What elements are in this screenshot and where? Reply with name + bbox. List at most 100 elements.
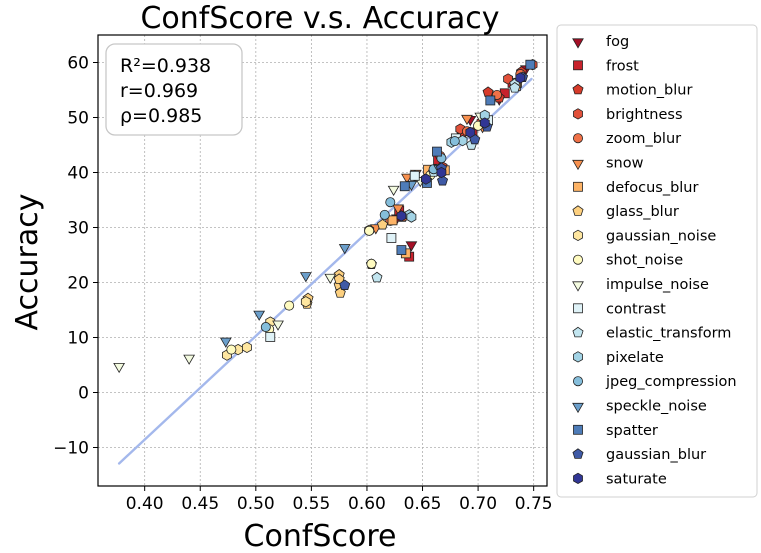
point-spatter xyxy=(399,181,410,192)
point-gaussian_blur xyxy=(339,279,351,290)
point-impulse_noise xyxy=(183,354,196,365)
point-shot_noise xyxy=(364,225,375,236)
x-tick-label: 0.55 xyxy=(292,494,330,514)
y-tick-label: 10 xyxy=(67,329,89,349)
point-spatter xyxy=(396,245,407,255)
point-saturate xyxy=(515,72,526,84)
point-jpeg_compression xyxy=(260,322,271,333)
y-axis-title: Accuracy xyxy=(10,194,45,331)
legend-marker-contrast xyxy=(573,303,583,314)
legend-marker-pixelate xyxy=(573,351,583,363)
x-tick-label: 0.45 xyxy=(181,494,219,514)
y-tick-label: 20 xyxy=(67,274,89,294)
point-spatter xyxy=(432,146,442,157)
legend-marker-glass_blur xyxy=(572,205,584,216)
point-snow xyxy=(461,114,473,126)
point-saturate xyxy=(436,166,447,179)
point-gaussian_blur xyxy=(437,174,449,186)
axis-ticks: 0.40 0.45 0.50 0.55 0.60 0.65 0.70 0.75 −10 0 10 20… xyxy=(53,54,552,515)
point-elastic_transform xyxy=(509,82,521,93)
point-glass_blur xyxy=(376,218,389,230)
legend-label-gaussian_blur: gaussian_blur xyxy=(606,447,706,463)
legend-label-motion_blur: motion_blur xyxy=(606,83,692,99)
legend-marker-motion_blur xyxy=(572,83,584,95)
point-motion_blur xyxy=(482,86,494,97)
point-contrast xyxy=(265,332,276,342)
legend-marker-spatter xyxy=(573,424,583,435)
point-contrast xyxy=(386,233,397,243)
legend-marker-fog xyxy=(572,38,584,49)
point-saturate xyxy=(396,210,407,222)
point-fog xyxy=(405,241,418,252)
stats-annotation-box xyxy=(105,43,243,136)
stats-r-squared: R²=0.938 xyxy=(120,55,211,77)
x-tick-label: 0.40 xyxy=(126,494,164,514)
point-saturate xyxy=(479,117,490,129)
legend-marker-gaussian_blur xyxy=(572,448,584,459)
x-tick-label: 0.60 xyxy=(348,494,386,514)
legend-marker-speckle_noise xyxy=(572,402,584,414)
point-contrast xyxy=(409,170,420,181)
stats-pearson-r: r=0.969 xyxy=(120,80,198,102)
x-axis-title: ConfScore xyxy=(244,519,397,553)
legend-label-elastic_transform: elastic_transform xyxy=(606,326,731,342)
point-impulse_noise xyxy=(113,362,126,374)
legend-label-glass_blur: glass_blur xyxy=(606,204,679,220)
legend-label-brightness: brightness xyxy=(606,107,683,123)
legend-label-zoom_blur: zoom_blur xyxy=(606,131,681,147)
legend-label-contrast: contrast xyxy=(606,301,666,317)
legend-marker-zoom_blur xyxy=(573,133,584,144)
y-tick-label: 0 xyxy=(78,384,89,404)
point-speckle_noise xyxy=(253,310,266,321)
stats-spearman-rho: ρ=0.985 xyxy=(120,105,202,127)
point-spatter xyxy=(485,95,496,106)
legend-label-pixelate: pixelate xyxy=(606,350,664,366)
point-impulse_noise xyxy=(272,320,284,331)
plot-area-frame xyxy=(97,34,548,487)
point-glass_blur xyxy=(334,287,346,298)
legend-label-spatter: spatter xyxy=(606,423,658,439)
point-snow xyxy=(401,173,413,184)
point-shot_noise xyxy=(366,258,377,269)
point-speckle_noise xyxy=(219,337,232,348)
legend: fog frost motion_blur brightness zoom_blursn… xyxy=(556,24,758,498)
legend-marker-shot_noise xyxy=(573,254,584,265)
point-shot_noise xyxy=(284,300,295,311)
point-defocus_blur xyxy=(387,215,398,226)
legend-label-snow: snow xyxy=(606,156,644,172)
x-tick-label: 0.70 xyxy=(459,494,497,514)
legend-label-gaussian_noise: gaussian_noise xyxy=(606,228,716,244)
legend-marker-frost xyxy=(573,60,583,71)
legend-frame xyxy=(556,24,758,498)
chart-title: ConfScore v.s. Accuracy xyxy=(140,1,499,36)
legend-marker-snow xyxy=(572,159,584,171)
x-tick-label: 0.65 xyxy=(404,494,442,514)
y-tick-label: 30 xyxy=(67,219,89,239)
legend-marker-gaussian_noise xyxy=(573,229,583,242)
point-pixelate xyxy=(406,211,417,223)
legend-label-fog: fog xyxy=(606,34,629,50)
point-snow xyxy=(392,204,404,215)
y-tick-label: 40 xyxy=(67,164,89,184)
legend-label-speckle_noise: speckle_noise xyxy=(606,399,707,415)
legend-label-shot_noise: shot_noise xyxy=(606,253,683,269)
point-shot_noise xyxy=(226,344,237,355)
legend-marker-elastic_transform xyxy=(572,326,584,338)
legend-marker-brightness xyxy=(573,108,583,120)
point-saturate xyxy=(465,126,476,139)
point-elastic_transform xyxy=(371,271,383,283)
point-saturate xyxy=(420,173,431,185)
point-glass_blur xyxy=(333,273,345,284)
point-jpeg_compression xyxy=(449,136,460,147)
x-tick-label: 0.50 xyxy=(237,494,275,514)
point-speckle_noise xyxy=(299,272,312,283)
grid xyxy=(98,35,547,486)
legend-marker-impulse_noise xyxy=(572,281,584,292)
point-speckle_noise xyxy=(338,244,351,255)
legend-marker-jpeg_compression xyxy=(573,376,584,387)
stats-annotation: R²=0.938 r=0.969 ρ=0.985 xyxy=(105,43,243,136)
legend-items: fog frost motion_blur brightness zoom_blursn… xyxy=(572,34,737,487)
point-impulse_noise xyxy=(324,273,337,285)
legend-label-jpeg_compression: jpeg_compression xyxy=(605,374,737,390)
